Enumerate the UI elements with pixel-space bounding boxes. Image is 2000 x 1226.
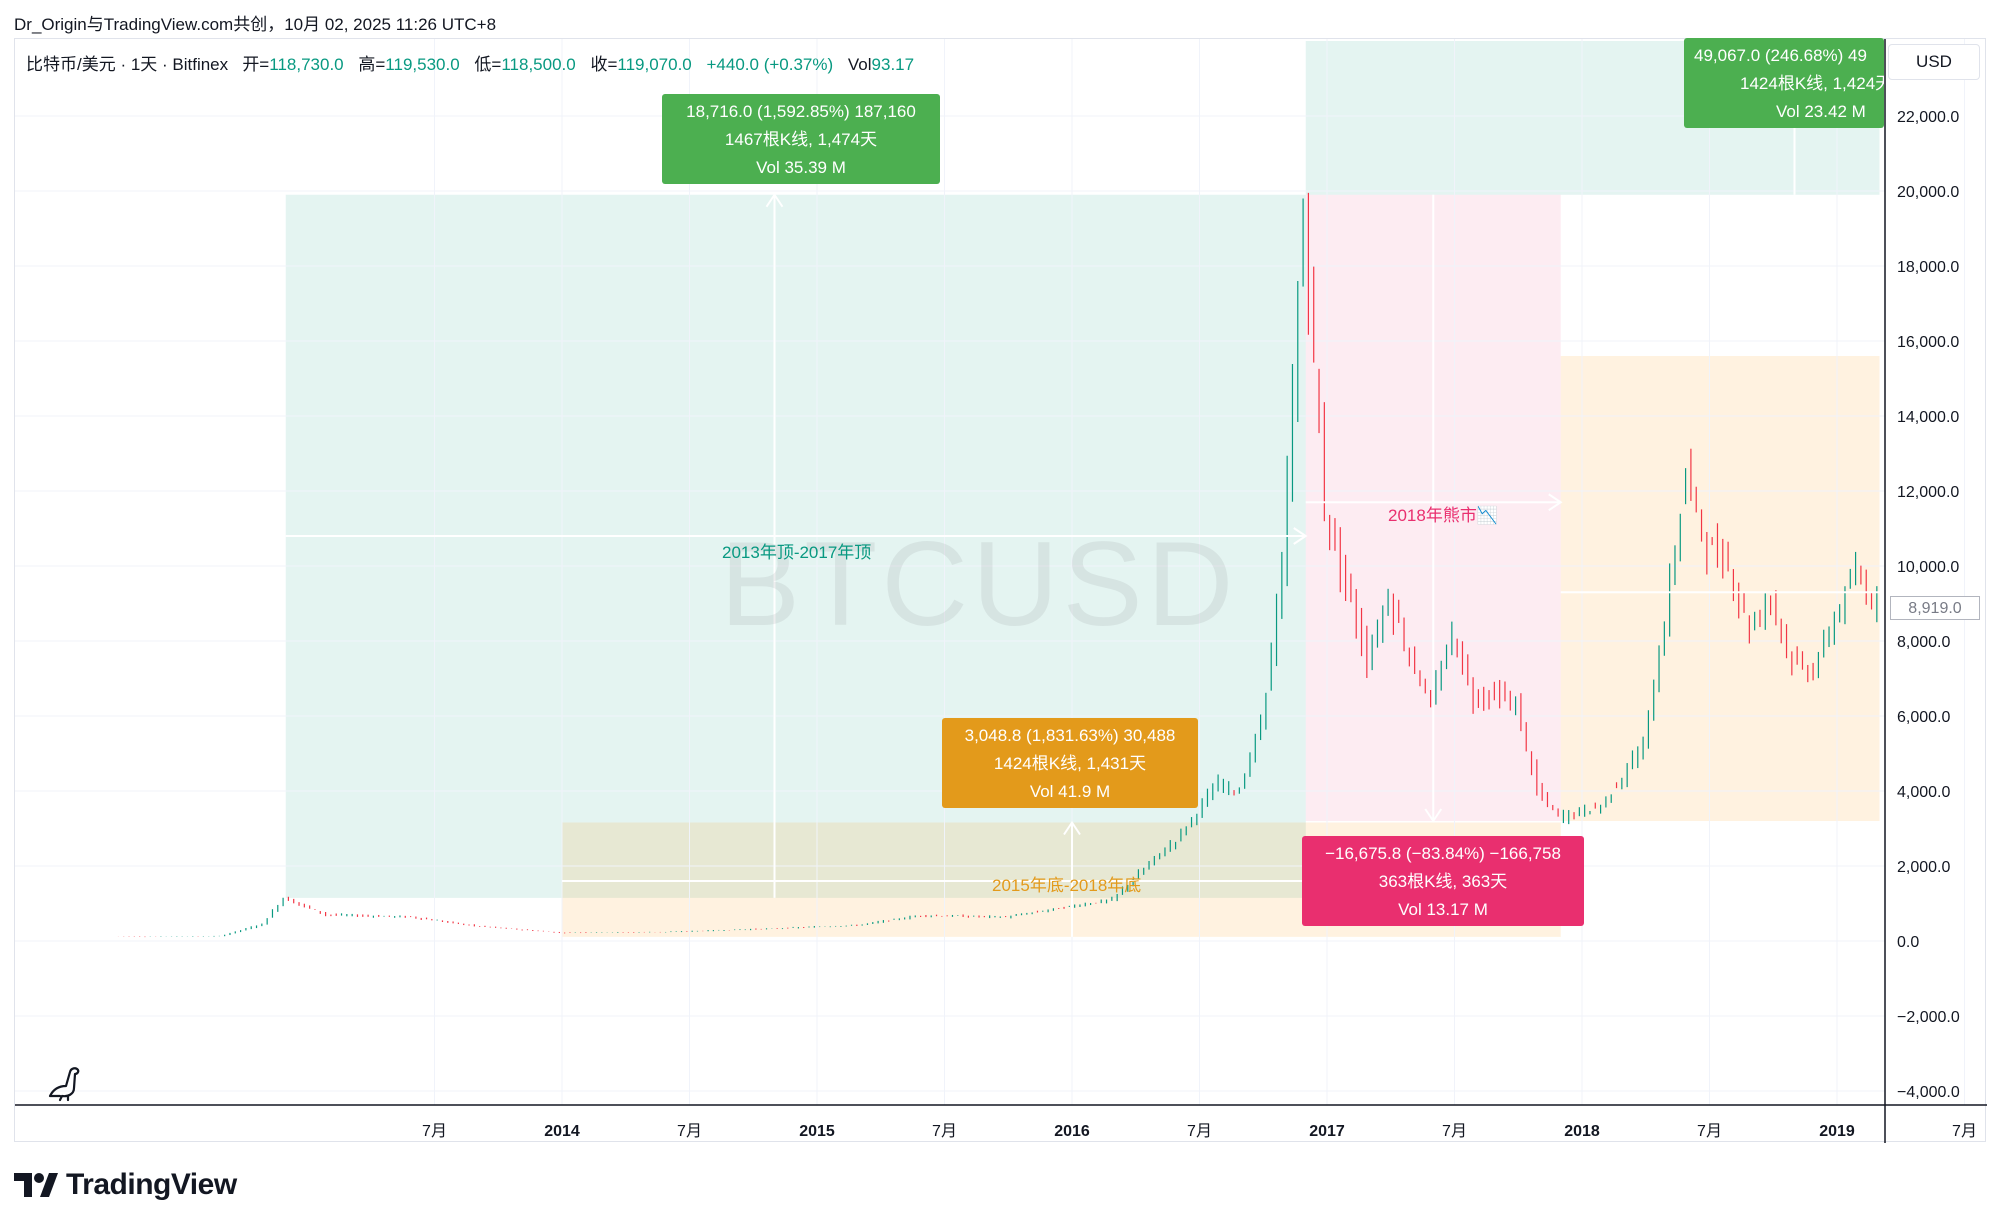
label-2015-2018-bottom[interactable]: 2015年底-2018年底	[992, 876, 1142, 895]
x-tick-label: 2018	[1564, 1123, 1600, 1140]
legend-vol: 93.17	[871, 55, 915, 74]
tradingview-logo[interactable]: TradingView	[14, 1168, 237, 1202]
measure-box-line3: Vol 13.17 M	[1398, 900, 1488, 919]
measure-box-line3: Vol 23.42 M	[1776, 102, 1866, 121]
measure-box-2013-2017[interactable]: 18,716.0 (1,592.85%) 187,160 1467根K线, 1,…	[662, 94, 940, 184]
currency-button[interactable]: USD	[1888, 44, 1980, 80]
symbol-watermark: BTCUSD	[720, 517, 1238, 651]
label-2013-2017-top[interactable]: 2013年顶-2017年顶	[722, 543, 872, 562]
measure-box-line2: 363根K线, 363天	[1378, 872, 1508, 891]
x-tick-label: 7月	[1952, 1123, 1977, 1140]
legend-high-label: 高=	[358, 55, 386, 74]
y-tick-label: 10,000.0	[1897, 559, 1959, 576]
measure-box-line2: 1424根K线, 1,431天	[993, 754, 1147, 773]
arrow-head	[765, 192, 784, 208]
arrow-head	[1293, 527, 1308, 545]
y-tick-label: 16,000.0	[1897, 334, 1959, 351]
arrow-head	[1063, 820, 1081, 836]
x-tick-label: 7月	[1697, 1123, 1722, 1140]
legend-symbol[interactable]: 比特币/美元 · 1天 · Bitfinex	[26, 55, 229, 74]
measure-box-2015-2018[interactable]: 3,048.8 (1,831.63%) 30,488 1424根K线, 1,43…	[942, 718, 1198, 808]
y-tick-label: 14,000.0	[1897, 409, 1959, 426]
dinosaur-icon[interactable]	[46, 1062, 86, 1107]
y-tick-label: 2,000.0	[1897, 859, 1950, 876]
measure-box-line3: Vol 41.9 M	[1029, 782, 1111, 801]
y-tick-label: 6,000.0	[1897, 709, 1950, 726]
x-tick-label: 7月	[677, 1123, 702, 1140]
legend-open-label: 开=	[242, 55, 270, 74]
x-tick-label: 7月	[932, 1123, 957, 1140]
last-price-label: 8,919.0	[1890, 596, 1980, 620]
measure-box-line1: 18,716.0 (1,592.85%) 187,160	[686, 102, 916, 121]
measure-box-line1: 3,048.8 (1,831.63%) 30,488	[964, 726, 1176, 745]
x-tick-label: 7月	[422, 1123, 447, 1140]
zone-2018-2020[interactable]	[1560, 356, 1880, 821]
measure-box-line3: Vol 35.39 M	[756, 158, 846, 177]
x-tick-label: 2017	[1309, 1123, 1345, 1140]
arrow-head	[1424, 808, 1443, 823]
measure-box-line1: 49,067.0 (246.68%) 49	[1694, 46, 1867, 65]
tradingview-logo-text: TradingView	[66, 1168, 237, 1201]
legend-open: 118,730.0	[269, 55, 344, 74]
symbol-legend: 比特币/美元 · 1天 · Bitfinex 开=118,730.0 高=119…	[26, 50, 924, 75]
y-tick-label: 8,000.0	[1897, 634, 1950, 651]
legend-change: +440.0 (+0.37%)	[706, 55, 834, 74]
x-tick-label: 7月	[1187, 1123, 1212, 1140]
x-tick-label: 2014	[544, 1123, 580, 1140]
y-tick-label: 12,000.0	[1897, 484, 1959, 501]
y-tick-label: 0.0	[1897, 934, 1919, 951]
arrow-head	[1548, 493, 1563, 512]
x-tick-label: 2019	[1819, 1123, 1855, 1140]
x-tick-label: 2015	[799, 1123, 835, 1140]
legend-close: 119,070.0	[617, 55, 692, 74]
x-tick-label: 2016	[1054, 1123, 1090, 1140]
legend-low: 118,500.0	[501, 55, 576, 74]
legend-low-label: 低=	[474, 55, 502, 74]
chart-caption: Dr_Origin与TradingView.com共创，10月 02, 2025…	[14, 15, 497, 34]
x-tick-label: 7月	[1442, 1123, 1467, 1140]
y-tick-label: 20,000.0	[1897, 184, 1959, 201]
label-2018-bear[interactable]: 2018年熊市📉	[1388, 506, 1498, 525]
y-tick-label: −4,000.0	[1897, 1084, 1960, 1101]
y-tick-label: −2,000.0	[1897, 1009, 1960, 1026]
y-tick-label: 22,000.0	[1897, 109, 1959, 126]
measure-box-2018-2020[interactable]: 49,067.0 (246.68%) 49 1424根K线, 1,424天 Vo…	[1684, 38, 1884, 128]
legend-vol-label: Vol	[847, 55, 872, 74]
legend-close-label: 收=	[590, 55, 618, 74]
y-tick-label: 4,000.0	[1897, 784, 1950, 801]
y-tick-label: 18,000.0	[1897, 259, 1959, 276]
measure-box-line2: 1467根K线, 1,474天	[724, 130, 878, 149]
measure-box-2018-bear[interactable]: −16,675.8 (−83.84%) −166,758 363根K线, 363…	[1302, 836, 1584, 926]
tradingview-logo-icon	[14, 1173, 58, 1197]
measure-box-line1: −16,675.8 (−83.84%) −166,758	[1325, 844, 1561, 863]
legend-high: 119,530.0	[385, 55, 460, 74]
measure-box-line2: 1424根K线, 1,424天	[1740, 74, 1884, 93]
